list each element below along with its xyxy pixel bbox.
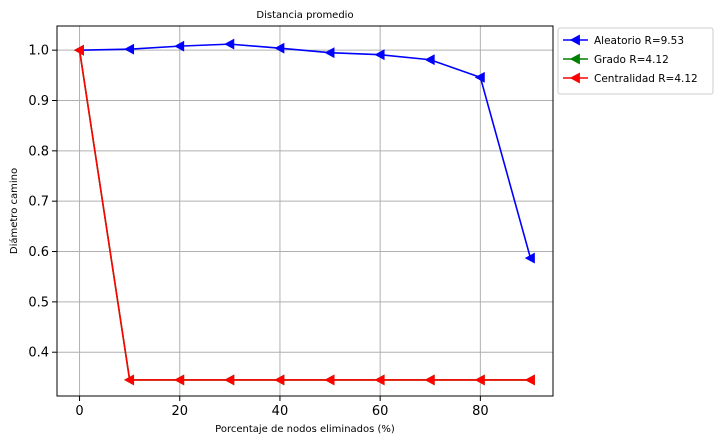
- x-axis-label: Porcentaje de nodos eliminados (%): [215, 424, 395, 435]
- data-point: [424, 374, 435, 386]
- legend-marker: [569, 72, 580, 84]
- series-1: [73, 38, 535, 264]
- data-point: [524, 374, 535, 386]
- legend-label: Centralidad R=4.12: [594, 73, 698, 85]
- y-tick-label: 0.8: [28, 144, 49, 159]
- data-point: [224, 38, 235, 50]
- legend-label: Grado R=4.12: [594, 54, 669, 66]
- y-axis-label: Diámetro camino: [8, 168, 20, 254]
- data-point: [374, 374, 385, 386]
- data-point: [123, 374, 135, 386]
- chart-title: Distancia promedio: [256, 10, 353, 21]
- y-tick-label: 0.4: [28, 346, 49, 361]
- y-tick-label: 1.0: [28, 44, 49, 59]
- legend-marker: [569, 53, 580, 65]
- data-point: [123, 43, 135, 55]
- x-tick-label: 20: [171, 404, 188, 419]
- ticks: 0 20 40 60 80 0.4 0.5 0.6 0.7 0.8 0.9 1.0: [28, 44, 488, 419]
- x-tick-label: 80: [472, 404, 489, 419]
- y-tick-label: 0.7: [28, 195, 49, 210]
- legend-entry: Centralidad R=4.12: [563, 72, 698, 85]
- legend-entry: Grado R=4.12: [563, 53, 669, 66]
- series-line: [79, 43, 532, 259]
- data-point: [474, 71, 485, 83]
- data-point: [374, 49, 385, 61]
- y-tick-label: 0.5: [28, 295, 49, 310]
- legend: Aleatorio R=9.53 Grado R=4.12 Centralidad …: [557, 27, 714, 95]
- data-point: [524, 252, 535, 264]
- data-point: [274, 42, 285, 54]
- data-point: [274, 374, 285, 386]
- legend-label: Aleatorio R=9.53: [594, 35, 684, 47]
- x-tick-label: 60: [372, 404, 389, 419]
- x-tick-label: 0: [75, 404, 83, 419]
- series-3: [73, 44, 535, 386]
- legend-entry: Aleatorio R=9.53: [563, 34, 684, 47]
- data-point: [73, 44, 84, 56]
- data-point: [324, 47, 335, 59]
- legend-frame: [557, 27, 714, 95]
- series-line: [78, 50, 531, 381]
- series-layer: [73, 38, 535, 386]
- x-tick-label: 40: [272, 404, 289, 419]
- y-tick-label: 0.9: [28, 94, 49, 109]
- legend-marker: [569, 34, 580, 46]
- y-tick-label: 0.6: [28, 245, 49, 260]
- data-point: [224, 374, 235, 386]
- data-point: [424, 54, 435, 66]
- data-point: [324, 374, 335, 386]
- grid: [57, 26, 553, 396]
- data-point: [474, 374, 485, 386]
- data-point: [174, 40, 185, 52]
- data-point: [174, 374, 185, 386]
- plot-frame: [56, 25, 554, 397]
